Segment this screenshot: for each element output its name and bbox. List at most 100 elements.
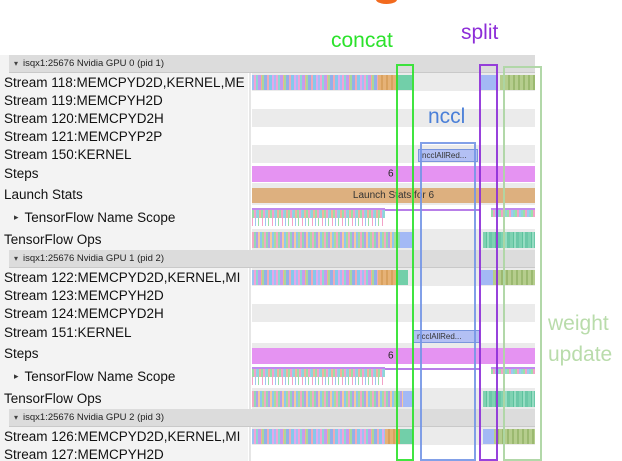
name-scope-segment[interactable] xyxy=(491,367,535,374)
track-background xyxy=(252,109,535,127)
concat-kernel-segment[interactable] xyxy=(398,75,412,90)
row-label[interactable]: ▸ TensorFlow Name Scope xyxy=(0,205,248,229)
row-label-text: Steps xyxy=(4,165,39,181)
row-label-text: Stream 151:KERNEL xyxy=(4,325,132,340)
track-row: Launch Stats Launch Stats for 6 xyxy=(0,183,622,205)
tensorflow-ops-segment[interactable] xyxy=(483,232,535,248)
launch-stats-label: Launch Stats for 6 xyxy=(352,190,435,201)
weight-update-kernels-segment[interactable] xyxy=(493,270,535,285)
track-events xyxy=(252,127,535,145)
row-label-text: Stream 119:MEMCPYH2D xyxy=(4,92,163,108)
name-scope-line[interactable] xyxy=(385,368,480,370)
split-kernel-segment[interactable] xyxy=(481,75,498,90)
tensorflow-ops-segment[interactable] xyxy=(252,391,403,407)
track-events xyxy=(252,388,535,409)
track-events xyxy=(252,109,535,127)
split-kernel-segment[interactable] xyxy=(481,270,493,285)
tensorflow-ops-segment[interactable] xyxy=(483,391,535,407)
row-label: TensorFlow Ops xyxy=(0,229,248,250)
track-events: Launch Stats for 6 xyxy=(252,183,535,205)
track-events xyxy=(252,91,535,109)
collapse-triangle-icon[interactable]: ▾ xyxy=(14,59,19,68)
row-label: TensorFlow Ops xyxy=(0,388,248,409)
process-header-bar[interactable]: ▾ isqx1:25676 Nvidia GPU 2 (pid 3) xyxy=(9,409,535,427)
row-label: Stream 127:MEMCPYH2D xyxy=(0,445,248,461)
track-row: ▸ TensorFlow Name Scope xyxy=(0,364,622,388)
track-row: Stream 124:MEMCPYD2H xyxy=(0,304,622,322)
process-header: ▾ isqx1:25676 Nvidia GPU 0 (pid 1) xyxy=(0,55,622,73)
row-label: Steps xyxy=(0,343,248,364)
process-header-bar[interactable]: ▾ isqx1:25676 Nvidia GPU 0 (pid 1) xyxy=(9,55,535,73)
tensorflow-ops-segment[interactable] xyxy=(252,232,400,248)
name-scope-segment[interactable] xyxy=(252,367,385,385)
row-label-text: Launch Stats xyxy=(4,186,83,202)
row-label-text: Stream 121:MEMCPYP2P xyxy=(4,128,163,144)
name-scope-segment[interactable] xyxy=(491,208,535,217)
row-label[interactable]: ▸ TensorFlow Name Scope xyxy=(0,364,248,388)
process-header-label: isqx1:25676 Nvidia GPU 0 (pid 1) xyxy=(23,58,165,69)
track-row: Steps 6 xyxy=(0,343,622,364)
concat-kernel-segment[interactable] xyxy=(398,270,408,285)
kernel-events-segment[interactable] xyxy=(252,270,378,285)
row-label-text: Steps xyxy=(4,346,39,361)
row-label-text: Stream 123:MEMCPYH2D xyxy=(4,287,164,303)
launch-stats-bar[interactable]: Launch Stats for 6 xyxy=(252,188,535,203)
track-row: Stream 120:MEMCPYD2H xyxy=(0,109,622,127)
name-scope-segment[interactable] xyxy=(252,208,385,226)
row-label-text: TensorFlow Ops xyxy=(4,391,102,406)
steps-bar[interactable]: 6 xyxy=(252,348,535,364)
annotation-label-concat: concat xyxy=(331,29,393,52)
weight-update-kernels-segment[interactable] xyxy=(500,75,535,90)
nccl-allreduce-bar[interactable]: ncclAllRed... xyxy=(418,149,478,162)
track-events xyxy=(252,427,535,445)
track-row: Stream 151:KERNEL ncclAllRed... xyxy=(0,322,622,343)
split-kernel-segment[interactable] xyxy=(483,429,494,444)
row-label: Stream 150:KERNEL xyxy=(0,145,248,163)
kernel-events-segment[interactable] xyxy=(252,429,385,444)
split-kernel-segment[interactable] xyxy=(403,391,414,407)
kernel-events-segment[interactable] xyxy=(252,75,378,90)
collapse-triangle-icon[interactable]: ▾ xyxy=(14,413,19,422)
concat-kernel-segment[interactable] xyxy=(400,429,413,444)
process-header: ▾ isqx1:25676 Nvidia GPU 1 (pid 2) xyxy=(0,250,622,268)
collapse-triangle-icon[interactable]: ▾ xyxy=(14,254,19,263)
track-row: Stream 121:MEMCPYP2P xyxy=(0,127,622,145)
track-row: Stream 127:MEMCPYH2D xyxy=(0,445,622,461)
track-row: Stream 122:MEMCPYD2D,KERNEL,MI xyxy=(0,268,622,286)
track-events xyxy=(252,73,535,91)
expand-triangle-icon[interactable]: ▸ xyxy=(14,370,19,381)
row-label: Launch Stats xyxy=(0,183,248,205)
track-row: Stream 118:MEMCPYD2D,KERNEL,ME xyxy=(0,73,622,91)
row-label: Stream 124:MEMCPYD2H xyxy=(0,304,248,322)
track-row: ▸ TensorFlow Name Scope xyxy=(0,205,622,229)
row-label-text: TensorFlow Name Scope xyxy=(24,368,176,384)
track-row: Stream 150:KERNEL ncclAllRed... xyxy=(0,145,622,163)
process-header: ▾ isqx1:25676 Nvidia GPU 2 (pid 3) xyxy=(0,409,622,427)
row-label: Stream 151:KERNEL xyxy=(0,322,248,343)
track-events: ncclAllRed... xyxy=(252,322,535,343)
row-label: Stream 123:MEMCPYH2D xyxy=(0,286,248,304)
track-events xyxy=(252,229,535,250)
row-label-text: Stream 118:MEMCPYD2D,KERNEL,ME xyxy=(4,74,245,90)
nccl-allreduce-bar[interactable]: ncclAllRed... xyxy=(413,330,480,343)
row-label-text: Stream 124:MEMCPYD2H xyxy=(4,305,164,321)
steps-bar[interactable]: 6 xyxy=(252,166,535,182)
process-header-label: isqx1:25676 Nvidia GPU 2 (pid 3) xyxy=(23,412,165,423)
memcpy-events-segment[interactable] xyxy=(378,270,398,285)
split-kernel-segment[interactable] xyxy=(400,232,412,248)
track-events xyxy=(252,286,535,304)
step-number-label: 6 xyxy=(388,350,394,362)
track-row: Stream 123:MEMCPYH2D xyxy=(0,286,622,304)
memcpy-events-segment[interactable] xyxy=(385,429,400,444)
weight-update-kernels-segment[interactable] xyxy=(494,429,535,444)
track-events: ncclAllRed... xyxy=(252,145,535,163)
row-label: Stream 118:MEMCPYD2D,KERNEL,ME xyxy=(0,73,248,91)
name-scope-line[interactable] xyxy=(385,209,480,211)
expand-triangle-icon[interactable]: ▸ xyxy=(14,211,19,222)
annotation-label-split: split xyxy=(461,21,499,44)
process-header-bar[interactable]: ▾ isqx1:25676 Nvidia GPU 1 (pid 2) xyxy=(9,250,535,268)
memcpy-events-segment[interactable] xyxy=(378,75,398,90)
track-row: TensorFlow Ops xyxy=(0,388,622,409)
row-label: Steps xyxy=(0,163,248,183)
